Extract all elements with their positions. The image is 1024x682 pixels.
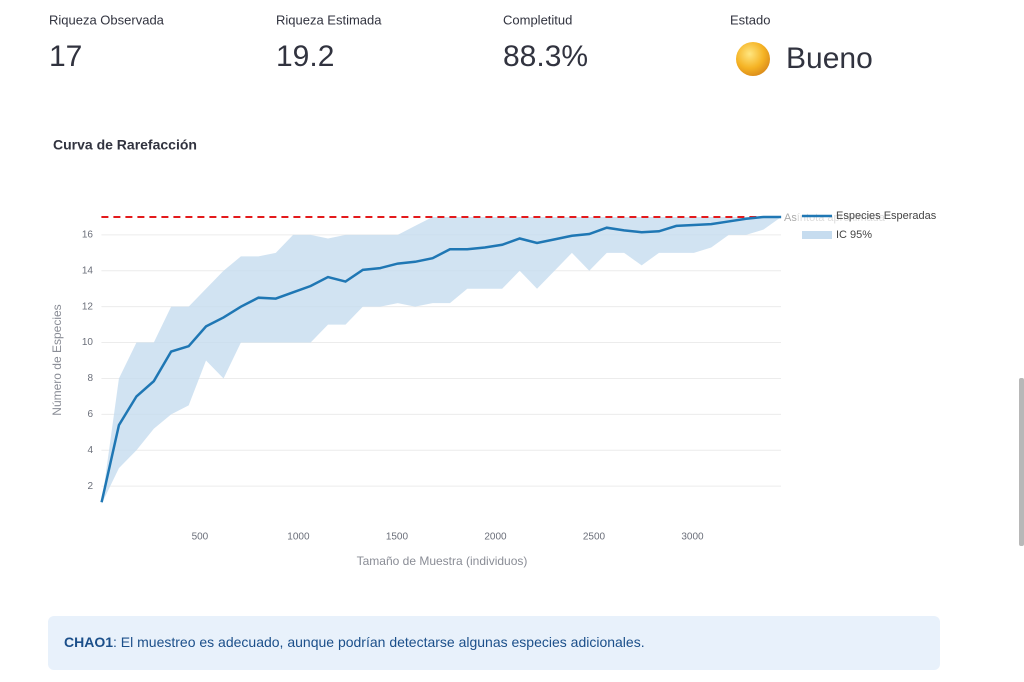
y-tick-label: 12 — [82, 301, 94, 312]
y-axis-title: Número de Especies — [50, 304, 64, 415]
info-text: CHAO1: El muestreo es adecuado, aunque p… — [64, 634, 645, 650]
metric-value: 19.2 — [276, 40, 334, 73]
x-tick-label: 1000 — [287, 532, 310, 543]
metric-value: 88.3% — [503, 40, 588, 73]
x-axis-title: Tamaño de Muestra (individuos) — [357, 554, 528, 568]
x-tick-label: 500 — [192, 532, 209, 543]
y-tick-label: 2 — [87, 481, 93, 492]
y-tick-label: 6 — [87, 409, 93, 420]
legend-label: Especies Esperadas — [836, 210, 937, 222]
legend-label: IC 95% — [836, 229, 872, 241]
y-tick-label: 14 — [82, 265, 94, 276]
y-tick-label: 10 — [82, 337, 94, 348]
series-line — [100, 215, 782, 503]
chart-heading: Curva de Rarefacción — [53, 137, 197, 153]
status-icon — [736, 42, 770, 76]
y-tick-label: 4 — [87, 445, 93, 456]
legend-swatch — [802, 231, 832, 239]
info-body: : El muestreo es adecuado, aunque podría… — [113, 634, 645, 650]
metric-value: Bueno — [786, 42, 873, 75]
x-tick-label: 3000 — [681, 532, 704, 543]
metric-label: Riqueza Observada — [49, 12, 165, 27]
metric-label: Riqueza Estimada — [276, 12, 382, 27]
scrollbar[interactable] — [1019, 378, 1024, 546]
metric-value: 17 — [49, 40, 82, 73]
y-tick-label: 8 — [87, 373, 93, 384]
info-bold: CHAO1 — [64, 634, 113, 650]
confidence-band — [101, 216, 782, 505]
info-box — [48, 616, 940, 670]
x-tick-label: 2000 — [484, 532, 507, 543]
x-tick-label: 2500 — [583, 532, 606, 543]
chart: 2 4 6 8 10 12 14 16 500 1000 1500 2000 2500 3000 Tamañ… — [50, 208, 938, 568]
x-tick-label: 1500 — [386, 532, 409, 543]
metric-label: Completitud — [503, 12, 572, 27]
y-tick-label: 16 — [82, 230, 94, 241]
metric-label: Estado — [730, 12, 770, 27]
